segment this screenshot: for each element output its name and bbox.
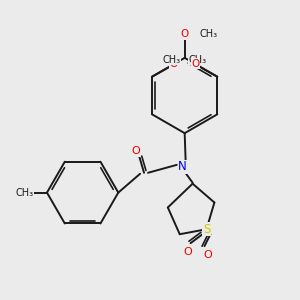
- Text: O: O: [183, 247, 192, 257]
- Text: O: O: [191, 59, 200, 69]
- Text: O: O: [170, 59, 178, 69]
- Text: O: O: [203, 250, 212, 260]
- Text: S: S: [203, 223, 210, 236]
- Text: O: O: [181, 29, 189, 39]
- Text: N: N: [178, 160, 187, 173]
- Text: O: O: [132, 146, 140, 156]
- Text: CH₃: CH₃: [189, 55, 207, 65]
- Text: CH₃: CH₃: [163, 55, 181, 65]
- Text: CH₃: CH₃: [200, 29, 218, 39]
- Text: CH₃: CH₃: [15, 188, 33, 198]
